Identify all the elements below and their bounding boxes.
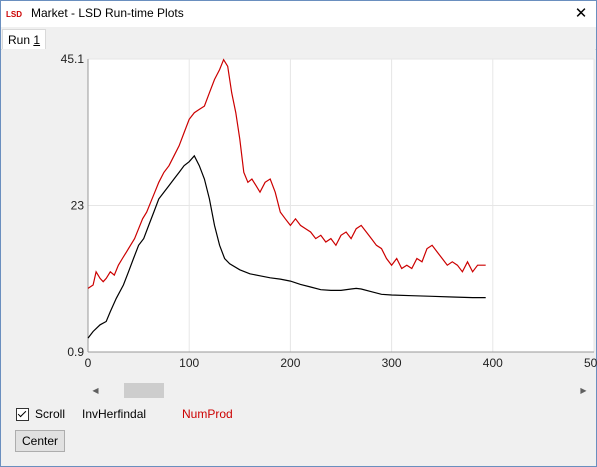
window-title: Market - LSD Run-time Plots bbox=[31, 6, 184, 20]
x-tick-label: 400 bbox=[483, 356, 503, 370]
center-button[interactable]: Center bbox=[15, 430, 65, 452]
close-icon[interactable]: ✕ bbox=[574, 5, 588, 22]
svg-text:LSD: LSD bbox=[6, 10, 22, 18]
plot-panel: 0 100 200 300 400 500 0.9 23 45.1 ◀ ▶ Scroll Inv… bbox=[2, 49, 597, 465]
x-tick-label: 500 bbox=[584, 356, 597, 370]
scroll-right-icon[interactable]: ▶ bbox=[580, 386, 587, 395]
y-tick-label: 0.9 bbox=[67, 345, 84, 359]
tab-run-1[interactable]: Run 1 bbox=[2, 29, 47, 51]
checkbox-icon[interactable] bbox=[16, 407, 29, 421]
y-tick-label: 23 bbox=[71, 199, 85, 213]
scroll-checkbox[interactable]: Scroll bbox=[16, 406, 65, 422]
horizontal-scrollbar[interactable]: ◀ ▶ bbox=[87, 382, 592, 399]
legend-numprod: NumProd bbox=[182, 407, 233, 421]
scrollbar-thumb[interactable] bbox=[124, 383, 164, 398]
y-tick-label: 45.1 bbox=[61, 52, 85, 66]
runtime-plot: 0 100 200 300 400 500 0.9 23 45.1 bbox=[61, 52, 597, 370]
tab-strip: Run 1 bbox=[1, 27, 596, 51]
x-tick-label: 0 bbox=[85, 356, 92, 370]
series-line-numprod bbox=[87, 58, 486, 289]
scroll-label: Scroll bbox=[35, 407, 66, 421]
series-line-invherfindal bbox=[87, 154, 486, 339]
x-tick-label: 300 bbox=[382, 356, 402, 370]
tab-mnemonic: 1 bbox=[33, 33, 41, 47]
x-tick-label: 200 bbox=[280, 356, 300, 370]
x-tick-label: 100 bbox=[179, 356, 199, 370]
legend-invherfindal: InvHerfindal bbox=[82, 407, 147, 421]
title-bar[interactable]: LSD Market - LSD Run-time Plots ✕ bbox=[1, 1, 596, 27]
scroll-left-icon[interactable]: ◀ bbox=[92, 386, 99, 395]
tab-label: Run bbox=[8, 33, 34, 47]
lsd-app-icon: LSD bbox=[5, 9, 23, 18]
